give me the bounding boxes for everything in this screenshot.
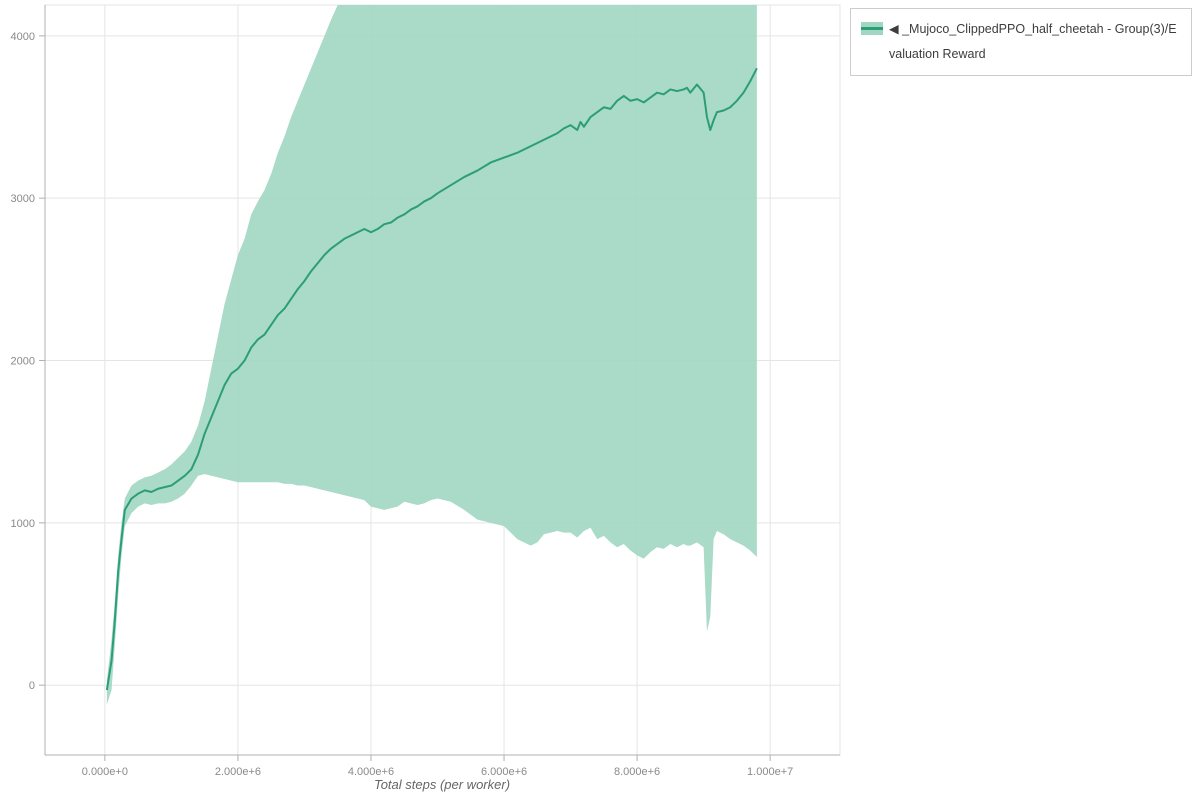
x-tick-label: 8.000e+6 bbox=[614, 766, 660, 778]
y-tick-label: 4000 bbox=[11, 31, 35, 43]
x-tick-label: 1.000e+7 bbox=[747, 766, 793, 778]
legend-swatch-line bbox=[861, 27, 883, 30]
x-tick-label: 4.000e+6 bbox=[348, 766, 394, 778]
x-axis-label: Total steps (per worker) bbox=[374, 777, 510, 792]
x-tick-label: 2.000e+6 bbox=[215, 766, 261, 778]
y-tick-label: 3000 bbox=[11, 193, 35, 205]
mean-line bbox=[105, 67, 758, 691]
x-tick-label: 6.000e+6 bbox=[481, 766, 527, 778]
x-tick-label: 0.000e+0 bbox=[82, 766, 128, 778]
y-tick-label: 0 bbox=[29, 680, 35, 692]
confidence-band bbox=[106, 5, 757, 705]
legend-item[interactable]: ◀ _Mujoco_ClippedPPO_half_cheetah - Grou… bbox=[861, 17, 1181, 67]
y-tick-label: 1000 bbox=[11, 518, 35, 530]
legend: ◀ _Mujoco_ClippedPPO_half_cheetah - Grou… bbox=[850, 8, 1192, 76]
y-tick-label: 2000 bbox=[11, 356, 35, 368]
axes: 0.000e+0 2.000e+6 4.000e+6 6.000e+6 8.000e+6… bbox=[11, 5, 840, 778]
legend-label: ◀ _Mujoco_ClippedPPO_half_cheetah - Grou… bbox=[889, 22, 1177, 61]
legend-swatch-band bbox=[861, 22, 883, 35]
